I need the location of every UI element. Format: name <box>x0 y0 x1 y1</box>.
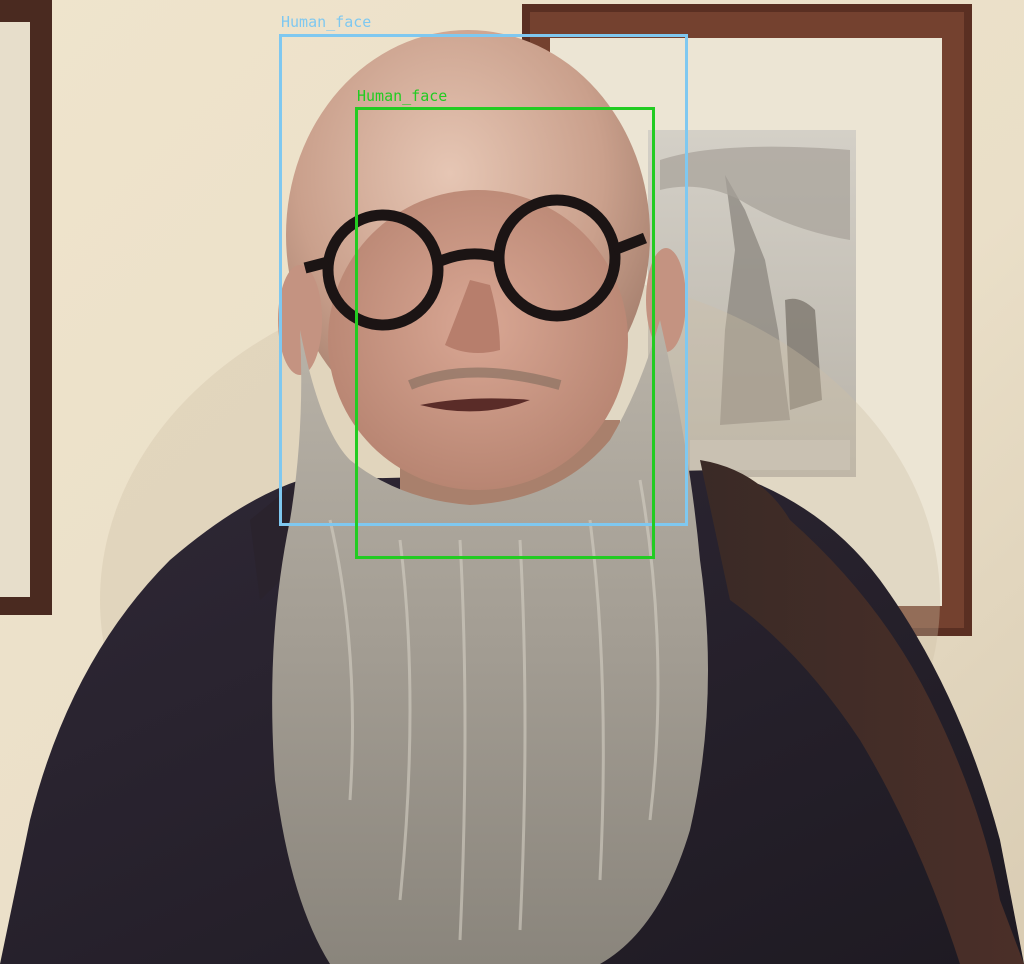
face-detection-box <box>279 34 688 526</box>
face-detection-label: Human_face <box>357 87 448 105</box>
face-detection-box <box>355 107 655 559</box>
beard <box>272 320 708 964</box>
head <box>278 30 686 490</box>
left-picture-frame <box>0 0 52 615</box>
glasses <box>303 194 647 331</box>
face-detection-label: Human_face <box>281 13 372 31</box>
